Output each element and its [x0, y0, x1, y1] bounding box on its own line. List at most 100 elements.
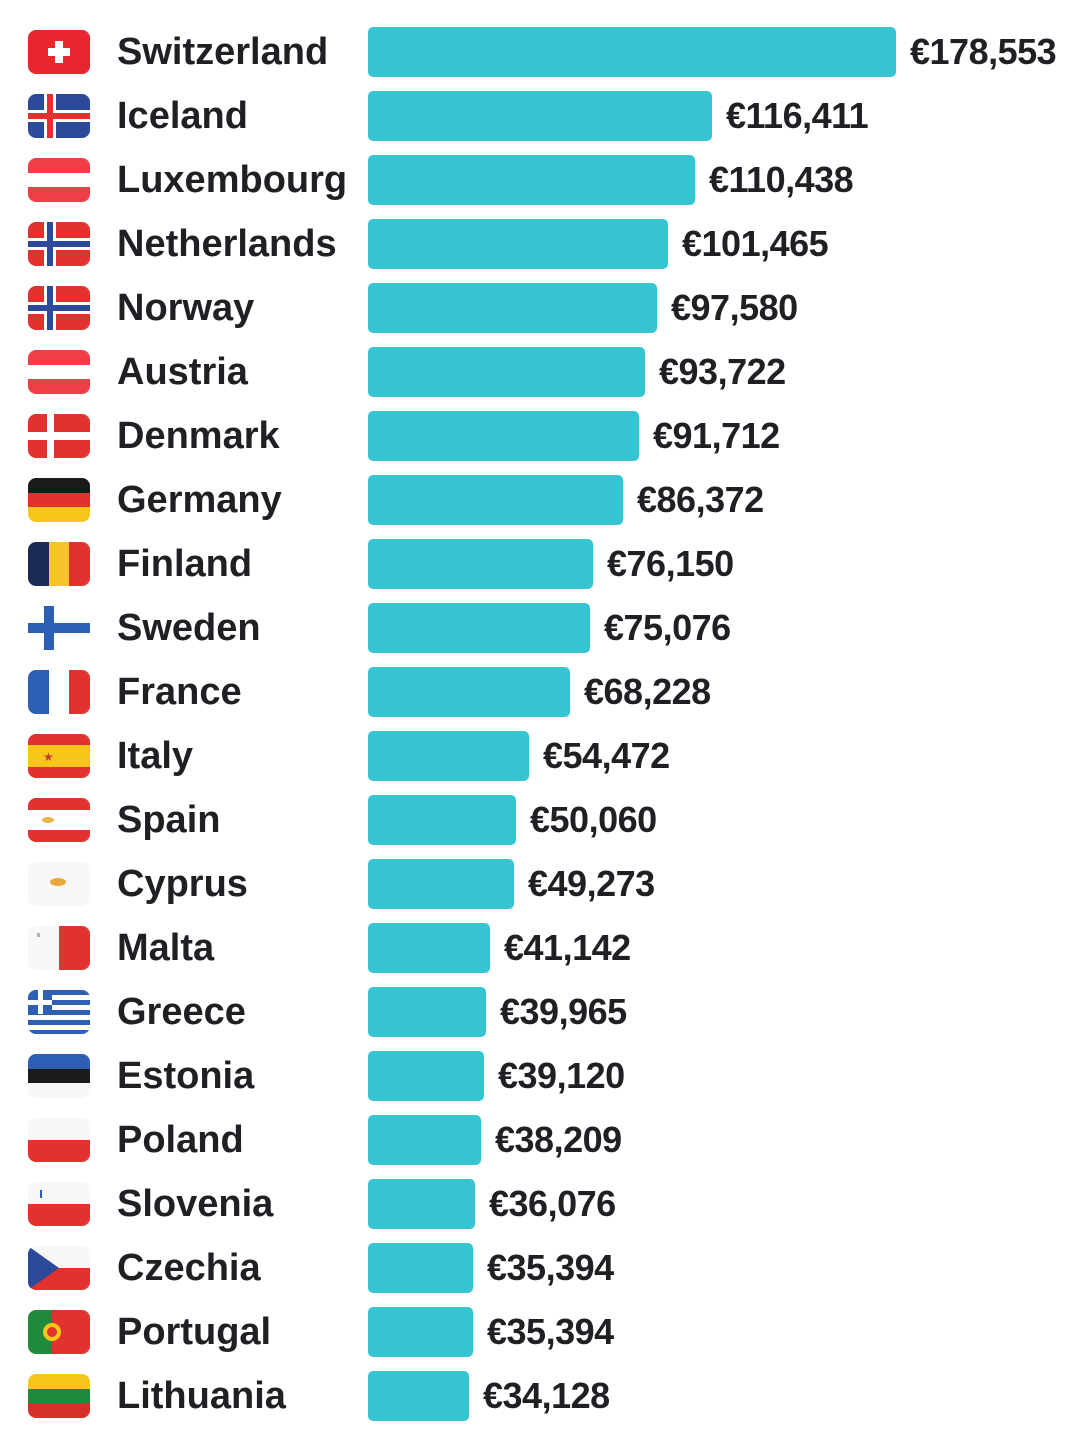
category-label: Malta — [117, 927, 215, 969]
category-label: Estonia — [117, 1055, 255, 1097]
value-label: €91,712 — [653, 415, 780, 456]
bar — [368, 91, 712, 141]
portugal-flag-icon — [28, 1310, 90, 1354]
bar-row-switzerland: Switzerland €178,553 — [0, 25, 1082, 79]
category-label: Netherlands — [117, 223, 337, 265]
norway-flag-icon — [28, 286, 90, 330]
cyprus-flag-icon — [28, 862, 90, 906]
category-label: Cyprus — [117, 863, 248, 905]
value-label: €39,965 — [500, 991, 627, 1032]
value-label: €38,209 — [495, 1119, 622, 1160]
category-label: Poland — [117, 1119, 244, 1161]
bar-row-iceland: Iceland €116,411 — [0, 89, 1082, 143]
category-label: Iceland — [117, 95, 248, 137]
value-label: €41,142 — [504, 927, 631, 968]
bar-row-sweden: Sweden €75,076 — [0, 601, 1082, 655]
bar-row-germany: Germany €86,372 — [0, 473, 1082, 527]
category-label: Germany — [117, 479, 282, 521]
category-label: France — [117, 671, 242, 713]
bar — [368, 859, 514, 909]
value-label: €39,120 — [498, 1055, 625, 1096]
bar-row-denmark: Denmark €91,712 — [0, 409, 1082, 463]
bar-row-slovenia: Slovenia €36,076 — [0, 1177, 1082, 1231]
finland-flag-icon — [28, 542, 90, 586]
luxembourg-flag-icon — [28, 158, 90, 202]
lithuania-flag-icon — [28, 1374, 90, 1418]
category-label: Greece — [117, 991, 246, 1033]
bar — [368, 219, 668, 269]
category-label: Switzerland — [117, 31, 329, 73]
bar — [368, 539, 593, 589]
category-label: Austria — [117, 351, 248, 393]
category-label: Portugal — [117, 1311, 272, 1353]
category-label: Norway — [117, 287, 255, 329]
bar — [368, 987, 486, 1037]
bar — [368, 731, 529, 781]
category-label: Czechia — [117, 1247, 261, 1289]
italy-flag-icon: ★ — [28, 734, 90, 778]
value-label: €93,722 — [659, 351, 786, 392]
bar — [368, 1371, 469, 1421]
category-label: Denmark — [117, 415, 280, 457]
bar — [368, 347, 645, 397]
bar — [368, 411, 639, 461]
value-label: €97,580 — [671, 287, 798, 328]
slovenia-flag-icon — [28, 1182, 90, 1226]
value-label: €101,465 — [682, 223, 829, 264]
bar-row-lithuania: Lithuania €34,128 — [0, 1369, 1082, 1423]
value-label: €75,076 — [604, 607, 731, 648]
category-label: Slovenia — [117, 1183, 274, 1225]
bar — [368, 1179, 475, 1229]
value-label: €110,438 — [709, 159, 854, 200]
bar-row-austria: Austria €93,722 — [0, 345, 1082, 399]
bar — [368, 1243, 473, 1293]
austria-flag-icon — [28, 350, 90, 394]
bar — [368, 1307, 473, 1357]
bar-row-spain: Spain €50,060 — [0, 793, 1082, 847]
bar — [368, 1051, 484, 1101]
estonia-flag-icon — [28, 1054, 90, 1098]
bar-row-estonia: Estonia €39,120 — [0, 1049, 1082, 1103]
category-label: Finland — [117, 543, 253, 585]
bar-row-malta: Malta €41,142 — [0, 921, 1082, 975]
value-label: €35,394 — [487, 1247, 614, 1288]
bar-row-poland: Poland €38,209 — [0, 1113, 1082, 1167]
bar-row-cyprus: Cyprus €49,273 — [0, 857, 1082, 911]
bar-row-italy: ★ Italy €54,472 — [0, 729, 1082, 783]
bar — [368, 27, 896, 77]
bar-row-finland: Finland €76,150 — [0, 537, 1082, 591]
iceland-flag-icon — [28, 94, 90, 138]
value-label: €116,411 — [726, 95, 869, 136]
value-label: €68,228 — [584, 671, 711, 712]
bar — [368, 1115, 481, 1165]
greece-flag-icon — [28, 990, 90, 1034]
bar — [368, 155, 695, 205]
value-label: €35,394 — [487, 1311, 614, 1352]
value-label: €178,553 — [910, 31, 1057, 72]
svg-text:★: ★ — [43, 750, 54, 764]
bar-row-france: France €68,228 — [0, 665, 1082, 719]
switzerland-flag-icon — [28, 30, 90, 74]
value-label: €76,150 — [607, 543, 734, 584]
category-label: Lithuania — [117, 1375, 286, 1417]
category-label: Sweden — [117, 607, 261, 649]
poland-flag-icon — [28, 1118, 90, 1162]
bar-row-greece: Greece €39,965 — [0, 985, 1082, 1039]
value-label: €50,060 — [530, 799, 657, 840]
bar — [368, 475, 623, 525]
category-label: Italy — [117, 735, 194, 777]
value-label: €36,076 — [489, 1183, 616, 1224]
bar-row-portugal: Portugal €35,394 — [0, 1305, 1082, 1359]
netherlands-flag-icon — [28, 222, 90, 266]
denmark-flag-icon — [28, 414, 90, 458]
bar-row-norway: Norway €97,580 — [0, 281, 1082, 335]
bar — [368, 923, 490, 973]
value-label: €54,472 — [543, 735, 670, 776]
category-label: Luxembourg — [117, 159, 348, 201]
bar — [368, 283, 657, 333]
bar-row-luxembourg: Luxembourg €110,438 — [0, 153, 1082, 207]
value-label: €86,372 — [637, 479, 764, 520]
germany-flag-icon — [28, 478, 90, 522]
bar-row-netherlands: Netherlands €101,465 — [0, 217, 1082, 271]
